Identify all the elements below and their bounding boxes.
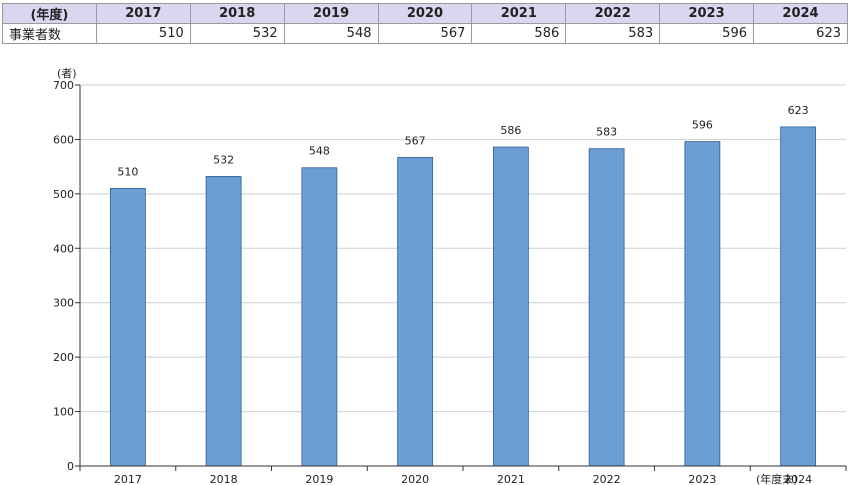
bar: [684, 141, 721, 467]
data-label: 510: [117, 165, 138, 178]
table-year-cell: 2024: [753, 3, 848, 24]
bar: [492, 146, 529, 467]
table-year-cell: 2017: [95, 3, 191, 24]
table-value-cell: 510: [95, 23, 191, 44]
data-label: 596: [692, 119, 713, 132]
data-label: 586: [500, 124, 521, 137]
table-value-cell: 623: [753, 23, 848, 44]
y-tick-label: 500: [53, 188, 74, 201]
bar: [109, 188, 146, 467]
x-axis-unit-label: (年度末): [756, 472, 798, 485]
y-tick-label: 700: [53, 79, 74, 92]
grid-lines: [80, 84, 846, 413]
data-label: 623: [788, 104, 809, 117]
y-tick-label: 100: [53, 406, 74, 419]
table-value-cell: 567: [377, 23, 473, 44]
y-tick-label: 600: [53, 133, 74, 146]
x-tick-label: 2022: [593, 473, 621, 485]
table-value-cell: 583: [565, 23, 661, 44]
x-tick-label: 2017: [114, 473, 142, 485]
bar: [588, 148, 625, 467]
table-value-cell: 532: [189, 23, 285, 44]
table-row-label: 事業者数: [2, 23, 97, 44]
data-labels: 510 532 548 567 586 583 596 623: [117, 104, 808, 179]
data-table: (年度) 2017 2018 2019 2020 2021 2022 2023 …: [2, 3, 848, 44]
bar: [205, 176, 242, 467]
table-row: 事業者数 510 532 548 567 586 583 596 623: [2, 23, 848, 44]
bar: [780, 126, 817, 467]
data-label: 548: [309, 145, 330, 158]
bar: [301, 167, 338, 467]
table-header-row: (年度) 2017 2018 2019 2020 2021 2022 2023 …: [2, 3, 848, 24]
table-header-label: (年度): [2, 3, 97, 24]
data-label: 583: [596, 126, 617, 139]
table-value-cell: 586: [471, 23, 567, 44]
x-tick-label: 2021: [497, 473, 525, 485]
bars: [109, 126, 817, 467]
bar: [397, 156, 434, 467]
data-label: 567: [405, 134, 426, 147]
x-tick-label: 2019: [305, 473, 333, 485]
y-tick-label: 400: [53, 242, 74, 255]
y-axis-unit-label: (者): [57, 67, 77, 80]
x-tick-label: 2018: [210, 473, 238, 485]
x-tick-label: 2024: [784, 473, 812, 485]
data-label: 532: [213, 153, 234, 166]
x-tick-label: 2020: [401, 473, 429, 485]
y-tick-label: 0: [67, 460, 74, 473]
table-value-cell: 596: [659, 23, 754, 44]
table-year-cell: 2021: [471, 3, 567, 24]
y-tick-label: 200: [53, 351, 74, 364]
table-year-cell: 2022: [565, 3, 661, 24]
table-year-cell: 2018: [189, 3, 285, 24]
axes: 0 100 200 300 400 500 600 700 2017 2018 2019 2020 20…: [53, 79, 847, 485]
x-tick-label: 2023: [688, 473, 716, 485]
table-value-cell: 548: [283, 23, 379, 44]
table-year-cell: 2020: [377, 3, 473, 24]
y-tick-label: 300: [53, 297, 74, 310]
